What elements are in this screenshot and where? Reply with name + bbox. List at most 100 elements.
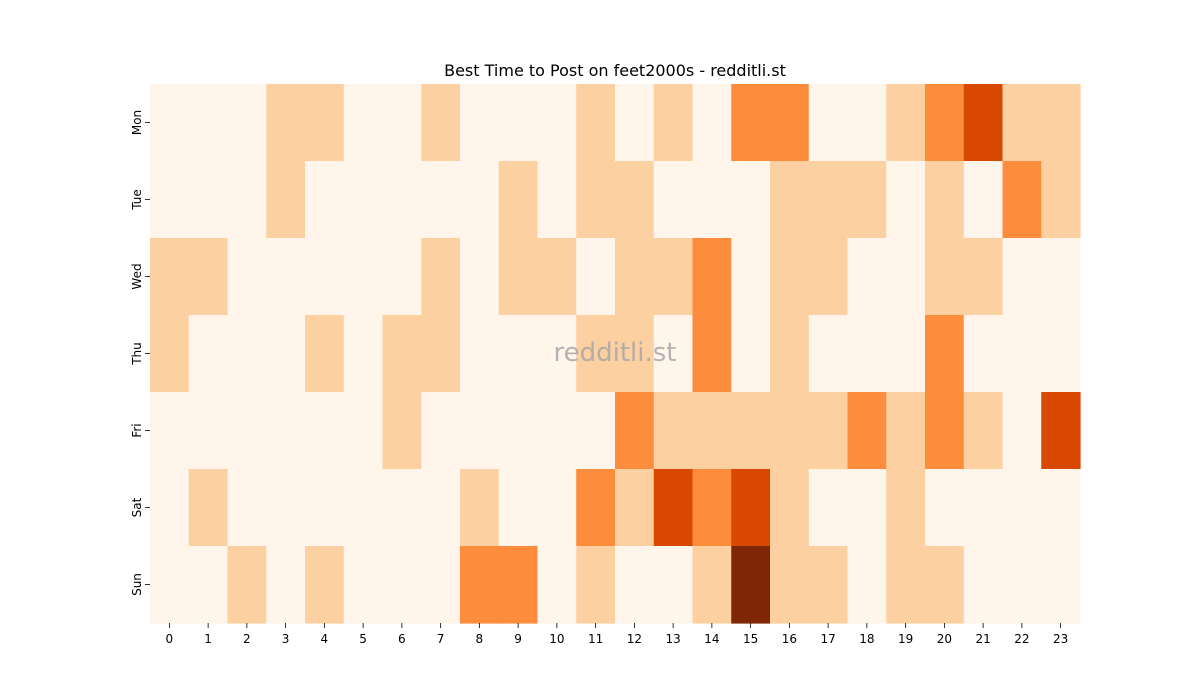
heatmap-cell-mon-12	[615, 84, 655, 162]
heatmap-cell-tue-12	[615, 161, 655, 239]
heatmap-cell-mon-3	[266, 84, 306, 162]
heatmap-cell-sat-5	[343, 469, 384, 547]
heatmap-cell-mon-5	[343, 84, 384, 162]
heatmap-cell-sat-2	[227, 469, 267, 547]
heatmap-cell-tue-16	[770, 161, 810, 239]
heatmap-cell-thu-10	[537, 315, 577, 393]
heatmap-cell-thu-4	[305, 315, 345, 393]
heatmap-cell-tue-13	[653, 161, 694, 239]
x-axis: 0 1 2 3 4 5 6 7 8 9 10 11 12 13 14 15 16 17 18 19 20 21 22 23	[166, 623, 1068, 646]
chart-title: Best Time to Post on feet2000s - redditl…	[444, 61, 786, 80]
heatmap-cell-fri-9	[498, 392, 539, 470]
x-tick-label: 12	[627, 632, 642, 646]
heatmap-cell-sun-8	[460, 546, 500, 624]
heatmap-cell-tue-4	[305, 161, 345, 239]
heatmap-cell-sat-6	[382, 469, 422, 547]
heatmap-cell-thu-11	[576, 315, 616, 393]
x-tick-label: 22	[1014, 632, 1029, 646]
heatmap-cell-sun-11	[576, 546, 616, 624]
heatmap-cell-mon-23	[1041, 84, 1081, 162]
heatmap-cell-sun-13	[653, 546, 694, 624]
heatmap-cell-fri-18	[847, 392, 887, 470]
heatmap-cell-sat-12	[615, 469, 655, 547]
heatmap-cell-sat-11	[576, 469, 616, 547]
x-tick-label: 3	[282, 632, 290, 646]
heatmap-cell-mon-4	[305, 84, 345, 162]
heatmap-cell-fri-10	[537, 392, 577, 470]
heatmap-cell-tue-11	[576, 161, 616, 239]
heatmap-cell-wed-4	[305, 238, 345, 316]
x-tick-label: 4	[321, 632, 329, 646]
heatmap-cell-mon-22	[1002, 84, 1042, 162]
heatmap-cell-sun-23	[1041, 546, 1081, 624]
heatmap-cell-mon-8	[460, 84, 500, 162]
x-tick-label: 0	[166, 632, 174, 646]
heatmap-cell-wed-7	[421, 238, 461, 316]
heatmap-cell-sat-13	[653, 469, 694, 547]
y-axis: Mon Tue Wed Thu Fri Sat Sun	[130, 110, 150, 596]
heatmap-cell-wed-19	[886, 238, 926, 316]
x-tick-label: 14	[704, 632, 719, 646]
x-tick-label: 17	[820, 632, 835, 646]
heatmap-cell-sat-10	[537, 469, 577, 547]
heatmap-cell-tue-23	[1041, 161, 1081, 239]
heatmap-cell-tue-17	[808, 161, 849, 239]
heatmap-cell-wed-8	[460, 238, 500, 316]
heatmap-cell-fri-21	[963, 392, 1004, 470]
heatmap-cell-sat-17	[808, 469, 849, 547]
heatmap-cell-thu-1	[188, 315, 229, 393]
x-tick-label: 10	[549, 632, 564, 646]
heatmap-cell-mon-0	[150, 84, 190, 162]
x-tick-label: 18	[859, 632, 874, 646]
heatmap-cell-thu-16	[770, 315, 810, 393]
heatmap-cell-mon-13	[653, 84, 694, 162]
heatmap-cell-mon-1	[188, 84, 229, 162]
heatmap-cell-wed-21	[963, 238, 1004, 316]
x-tick-label: 19	[898, 632, 913, 646]
heatmap-cell-sun-17	[808, 546, 849, 624]
heatmap-cell-sat-15	[731, 469, 771, 547]
heatmap-cell-wed-14	[692, 238, 732, 316]
heatmap-cell-tue-5	[343, 161, 384, 239]
heatmap-cell-wed-10	[537, 238, 577, 316]
x-tick-label: 7	[437, 632, 445, 646]
heatmap-cell-tue-9	[498, 161, 539, 239]
heatmap-cell-sun-22	[1002, 546, 1042, 624]
heatmap-cell-thu-22	[1002, 315, 1042, 393]
heatmap-cell-wed-23	[1041, 238, 1081, 316]
heatmap-cell-tue-20	[925, 161, 965, 239]
heatmap-cell-tue-15	[731, 161, 771, 239]
x-tick-label: 8	[476, 632, 484, 646]
heatmap-cell-fri-14	[692, 392, 732, 470]
x-tick-label: 15	[743, 632, 758, 646]
heatmap-cell-mon-17	[808, 84, 849, 162]
heatmap-cell-wed-12	[615, 238, 655, 316]
x-tick-label: 16	[782, 632, 797, 646]
heatmap-cell-wed-1	[188, 238, 229, 316]
x-tick-label: 6	[398, 632, 406, 646]
heatmap-cell-sun-10	[537, 546, 577, 624]
heatmap-cell-fri-4	[305, 392, 345, 470]
heatmap-cell-fri-5	[343, 392, 384, 470]
heatmap-cell-thu-18	[847, 315, 887, 393]
heatmap-cell-mon-14	[692, 84, 732, 162]
heatmap-cell-sun-5	[343, 546, 384, 624]
heatmap-cell-fri-1	[188, 392, 229, 470]
heatmap-cell-mon-20	[925, 84, 965, 162]
y-tick-label: Mon	[130, 110, 144, 135]
heatmap-cell-wed-5	[343, 238, 384, 316]
heatmap-cell-mon-16	[770, 84, 810, 162]
heatmap-cell-mon-10	[537, 84, 577, 162]
heatmap-cell-sun-19	[886, 546, 926, 624]
heatmap-cell-wed-3	[266, 238, 306, 316]
heatmap-cells	[150, 84, 1081, 624]
heatmap-cell-fri-23	[1041, 392, 1081, 470]
heatmap-cell-fri-11	[576, 392, 616, 470]
heatmap-cell-thu-12	[615, 315, 655, 393]
heatmap-cell-sun-4	[305, 546, 345, 624]
heatmap-cell-tue-14	[692, 161, 732, 239]
heatmap-cell-sun-6	[382, 546, 422, 624]
heatmap-cell-sun-20	[925, 546, 965, 624]
heatmap-cell-fri-15	[731, 392, 771, 470]
heatmap-cell-thu-3	[266, 315, 306, 393]
